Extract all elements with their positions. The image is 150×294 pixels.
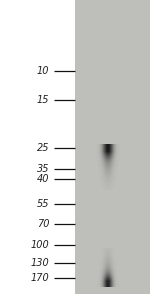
Text: 15: 15 — [37, 95, 50, 105]
Text: 130: 130 — [31, 258, 50, 268]
Text: 170: 170 — [31, 273, 50, 283]
Text: 10: 10 — [37, 66, 50, 76]
Bar — [75, 0, 150, 294]
Text: 100: 100 — [31, 240, 50, 250]
Text: 70: 70 — [37, 219, 50, 229]
Text: 25: 25 — [37, 143, 50, 153]
Text: 40: 40 — [37, 174, 50, 184]
Text: 55: 55 — [37, 199, 50, 209]
Text: 35: 35 — [37, 164, 50, 174]
